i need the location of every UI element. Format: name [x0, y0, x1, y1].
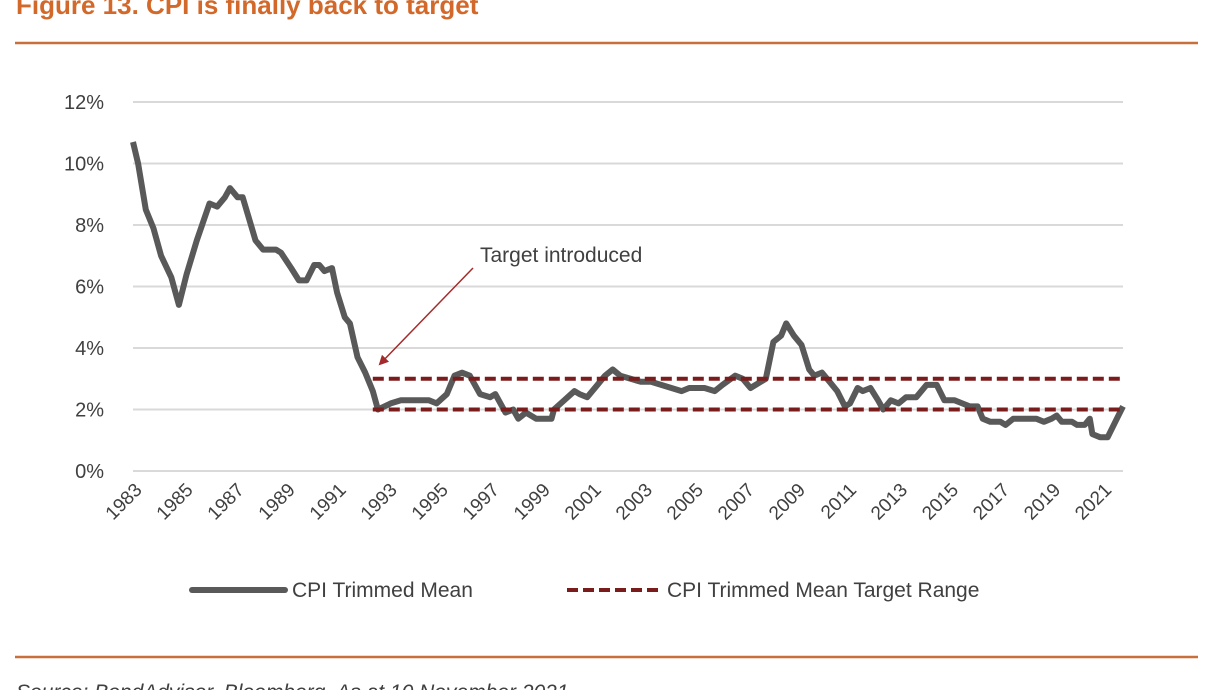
x-tick-label: 2011	[817, 480, 861, 524]
x-tick-label: 2015	[918, 480, 963, 525]
chart-title: Figure 13. CPI is finally back to target	[16, 0, 479, 20]
source-note: Source: BondAdvisor, Bloomberg. As at 10…	[16, 681, 569, 690]
annotation-arrow	[378, 267, 474, 366]
legend-label: CPI Trimmed Mean	[292, 579, 473, 602]
x-tick-label: 1983	[102, 480, 147, 525]
y-tick-label: 8%	[75, 215, 104, 237]
x-tick-label: 1993	[357, 480, 402, 525]
y-tick-label: 4%	[75, 338, 104, 360]
y-tick-label: 2%	[75, 400, 104, 422]
x-tick-label: 2009	[765, 480, 810, 525]
x-tick-label: 2007	[714, 480, 759, 525]
y-tick-label: 0%	[75, 461, 104, 483]
x-tick-label: 2019	[1020, 480, 1065, 525]
y-tick-label: 6%	[75, 277, 104, 299]
x-tick-label: 2003	[612, 480, 657, 525]
plot-area: 0% 2% 4% 6% 8% 10% 12% 1983 1985 1987 1989 1991 1993…	[64, 92, 1126, 602]
x-tick-label: 1985	[153, 480, 198, 525]
annotation: Target introduced	[480, 244, 642, 267]
x-tick-label: 2001	[561, 480, 606, 525]
x-tick-label: 1995	[408, 480, 453, 525]
x-tick-label: 1999	[510, 480, 555, 525]
x-tick-label: 2005	[663, 480, 708, 525]
x-tick-label: 2021	[1071, 480, 1116, 525]
legend-label: CPI Trimmed Mean Target Range	[667, 579, 979, 602]
x-tick-label: 1997	[459, 480, 504, 525]
x-tick-label: 1989	[255, 480, 300, 525]
y-tick-label: 12%	[64, 92, 104, 114]
x-tick-label: 1991	[306, 480, 351, 525]
series-line	[130, 141, 1126, 441]
y-tick-label: 10%	[64, 154, 104, 176]
x-tick-label: 2013	[867, 480, 912, 525]
x-tick-label: 2017	[969, 480, 1014, 525]
x-tick-label: 1987	[204, 480, 249, 525]
